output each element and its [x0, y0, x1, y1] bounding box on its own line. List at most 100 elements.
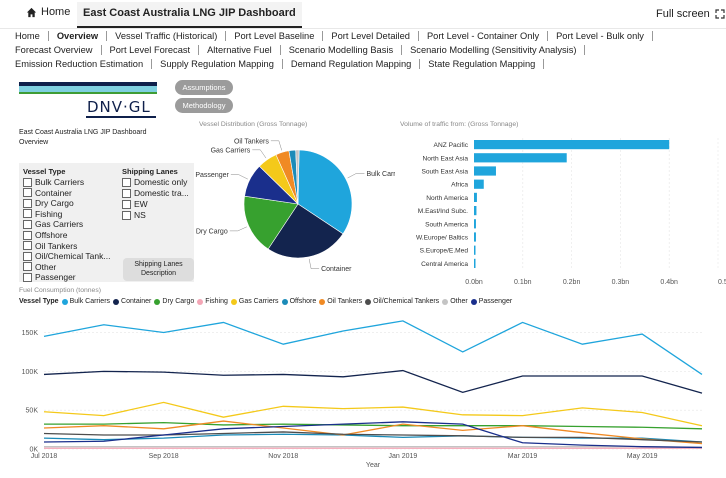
vessel-filter-offshore[interactable]: Offshore	[23, 230, 67, 240]
overview-title: East Coast Australia LNG JIP Dashboard	[19, 129, 147, 136]
tab-forecast-overview[interactable]: Forecast Overview	[15, 45, 102, 56]
lane-filter-label: Domestic only	[134, 177, 188, 187]
legend-item-gas-carriers[interactable]: Gas Carriers	[230, 298, 279, 305]
tab-scenario-modelling-sensitivity-analysis[interactable]: Scenario Modelling (Sensitivity Analysis…	[410, 45, 586, 56]
tab-port-level-container-only[interactable]: Port Level - Container Only	[427, 31, 549, 41]
legend-item-oil-tankers[interactable]: Oil Tankers	[319, 298, 362, 305]
legend-label: Oil Tankers	[327, 298, 363, 305]
home-icon	[26, 7, 37, 17]
home-label: Home	[41, 6, 71, 18]
vessel-filter-oil-tankers[interactable]: Oil Tankers	[23, 241, 77, 251]
bar-category-label: W.Europe/ Baltics	[416, 235, 469, 242]
tab-port-level-baseline[interactable]: Port Level Baseline	[234, 31, 324, 41]
vessel-filter-label: Passenger	[35, 272, 76, 283]
bar-central-america[interactable]	[474, 258, 476, 268]
legend-item-other[interactable]: Other	[442, 298, 468, 305]
checkbox[interactable]	[23, 209, 32, 219]
bar-south-east-asia[interactable]	[474, 166, 496, 176]
filter-panel: Vessel Type Bulk Carriers Container Dry Ca…	[19, 163, 194, 282]
checkbox[interactable]	[23, 198, 32, 208]
tab-state-regulation-mapping[interactable]: State Regulation Mapping	[428, 59, 545, 70]
legend-item-oil-chemical-tankers[interactable]: Oil/Chemical Tankers	[365, 298, 439, 305]
line-series-oil-tankers[interactable]	[43, 420, 703, 445]
pie-slice-container[interactable]	[267, 203, 344, 259]
checkbox[interactable]	[23, 230, 32, 240]
tab-home[interactable]: Home	[15, 31, 49, 41]
tab-scenario-modelling-basis[interactable]: Scenario Modelling Basis	[289, 45, 403, 56]
checkbox[interactable]	[23, 272, 32, 282]
pie-slice-other[interactable]	[295, 149, 300, 205]
vessel-filter-other[interactable]: Other	[23, 262, 56, 272]
bar-m-east-ind-subc[interactable]	[474, 206, 477, 216]
tab-vessel-traffic-historical[interactable]: Vessel Traffic (Historical)	[115, 31, 227, 41]
vessel-filter-bulk-carriers[interactable]: Bulk Carriers	[23, 177, 84, 187]
lane-filter-ns[interactable]: NS	[122, 210, 146, 220]
tab-emission-reduction-estimation[interactable]: Emission Reduction Estimation	[15, 59, 153, 70]
legend-item-bulk-carriers[interactable]: Bulk Carriers	[61, 298, 110, 305]
vessel-filter-oil-chemical-tank[interactable]: Oil/Chemical Tank...	[23, 251, 110, 261]
bar-south-america[interactable]	[474, 219, 476, 229]
bar-s-europe-e-med[interactable]	[474, 245, 476, 255]
legend-item-container[interactable]: Container	[113, 298, 151, 305]
bar-north-america[interactable]	[474, 192, 477, 202]
checkbox[interactable]	[23, 177, 32, 187]
assumptions-button[interactable]: Assumptions	[175, 80, 233, 95]
vessel-filter-label: Oil/Chemical Tank...	[35, 251, 111, 262]
checkbox[interactable]	[23, 241, 32, 251]
vessel-filter-dry-cargo[interactable]: Dry Cargo	[23, 198, 74, 208]
home-link[interactable]: Home	[26, 6, 70, 18]
bar-x-tick: 0.5	[718, 279, 726, 285]
line-y-tick: 150K	[22, 330, 39, 337]
line-series-container[interactable]	[43, 369, 703, 394]
fullscreen-button[interactable]: Full screen	[656, 8, 725, 20]
bar-north-east-asia[interactable]	[474, 153, 567, 163]
tab-overview[interactable]: Overview	[57, 31, 108, 41]
methodology-button[interactable]: Methodology	[175, 98, 233, 113]
legend-dot	[197, 298, 204, 305]
vessel-filter-gas-carriers[interactable]: Gas Carriers	[23, 219, 83, 229]
bar-africa[interactable]	[474, 179, 484, 189]
bar-category-label: S.Europe/E.Med	[420, 248, 469, 255]
vessel-filter-fishing[interactable]: Fishing	[23, 209, 62, 219]
tab-port-level-bulk-only[interactable]: Port Level - Bulk only	[556, 31, 653, 41]
checkbox[interactable]	[23, 262, 32, 272]
tab-alternative-fuel[interactable]: Alternative Fuel	[207, 45, 281, 56]
line-x-tick: Jul 2018	[31, 453, 58, 460]
shipping-lanes-description-button[interactable]: Shipping Lanes Description	[123, 258, 194, 281]
checkbox[interactable]	[23, 219, 32, 229]
legend-label: Passenger	[478, 298, 513, 305]
vessel-filter-label: Oil Tankers	[35, 240, 78, 251]
pie-slice-dry-cargo[interactable]	[243, 195, 299, 250]
lane-filter-domestic-tra[interactable]: Domestic tra...	[122, 188, 189, 198]
tab-demand-regulation-mapping[interactable]: Demand Regulation Mapping	[291, 59, 421, 70]
checkbox[interactable]	[122, 177, 131, 187]
line-series-passenger[interactable]	[43, 421, 703, 449]
tab-port-level-forecast[interactable]: Port Level Forecast	[110, 45, 200, 56]
line-series-oil-chemical-tankers[interactable]	[43, 431, 703, 443]
line-series-other[interactable]	[44, 446, 703, 449]
checkbox[interactable]	[23, 251, 32, 261]
bar-w-europe-baltics[interactable]	[474, 232, 476, 242]
legend-item-offshore[interactable]: Offshore	[281, 298, 316, 305]
legend-item-passenger[interactable]: Passenger	[470, 298, 513, 305]
line-series-bulk-carriers[interactable]	[43, 320, 703, 375]
checkbox[interactable]	[122, 199, 131, 209]
vessel-filter-container[interactable]: Container	[23, 188, 72, 198]
line-chart-legend: Vessel Type Bulk Carriers Container Dry Ca…	[19, 298, 515, 305]
lane-filter-ew[interactable]: EW	[122, 199, 148, 209]
legend-item-fishing[interactable]: Fishing	[197, 298, 228, 305]
checkbox[interactable]	[122, 188, 131, 198]
vessel-filter-passenger[interactable]: Passenger	[23, 272, 76, 282]
legend-dot	[442, 298, 449, 305]
bar-anz-pacific[interactable]	[474, 140, 670, 150]
lane-filter-domestic-only[interactable]: Domestic only	[122, 177, 187, 187]
tab-supply-regulation-mapping[interactable]: Supply Regulation Mapping	[160, 59, 283, 70]
checkbox[interactable]	[23, 188, 32, 198]
line-y-tick: 0K	[29, 447, 38, 454]
line-series-gas-carriers[interactable]	[43, 401, 703, 427]
legend-item-dry-cargo[interactable]: Dry Cargo	[154, 298, 194, 305]
dashboard-title-tab[interactable]: East Coast Australia LNG JIP Dashboard	[77, 2, 302, 28]
tab-port-level-detailed[interactable]: Port Level Detailed	[331, 31, 419, 41]
checkbox[interactable]	[122, 210, 131, 220]
line-series-dry-cargo[interactable]	[44, 421, 703, 430]
